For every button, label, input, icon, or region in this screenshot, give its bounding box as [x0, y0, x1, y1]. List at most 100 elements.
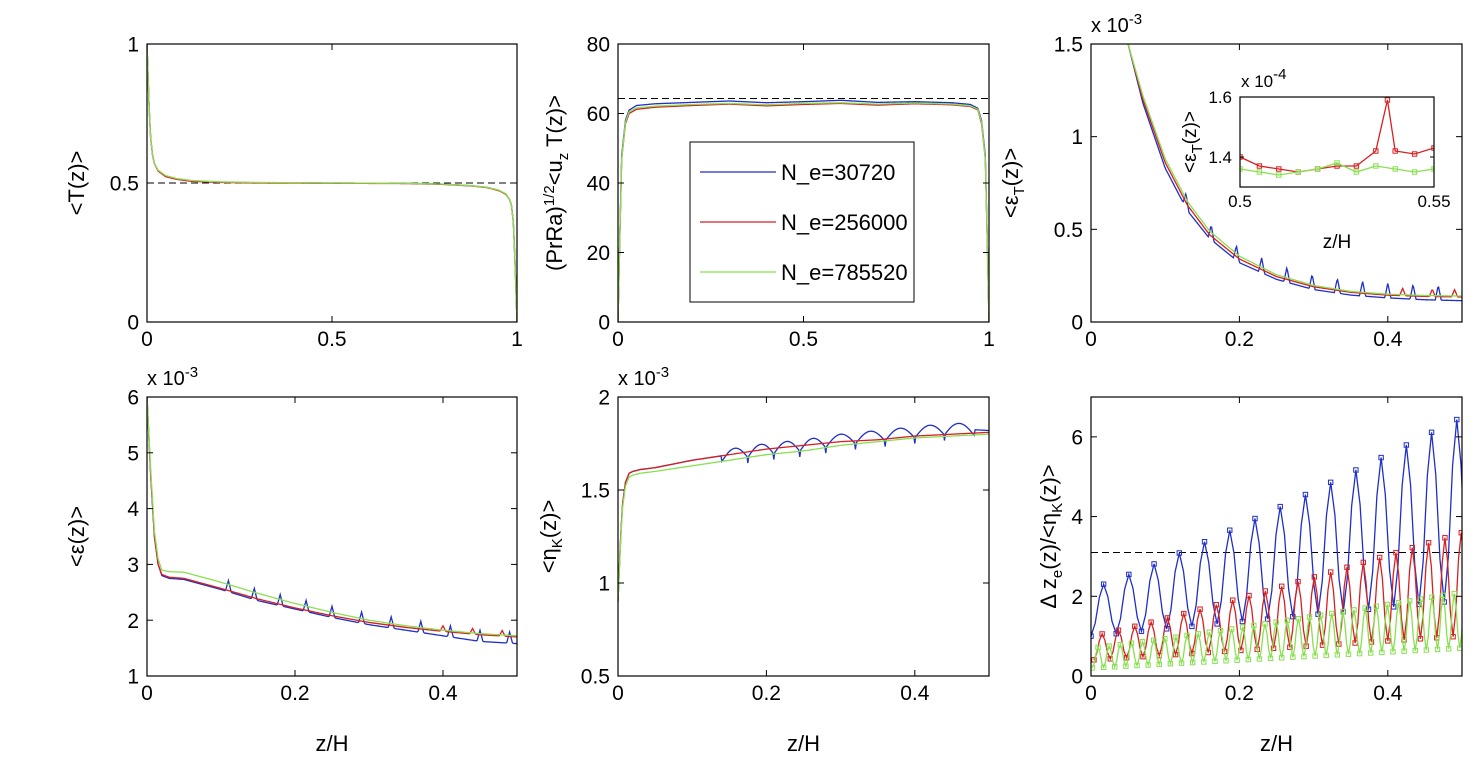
data-point	[1314, 166, 1321, 172]
series-line-1	[1127, 44, 1462, 298]
series-group	[618, 99, 989, 322]
axis-multiplier: x 10-3	[618, 364, 669, 390]
data-point	[1379, 649, 1385, 656]
data-point	[1351, 607, 1357, 613]
data-point	[1345, 651, 1352, 657]
label-part: e	[1049, 570, 1066, 578]
data-point	[1256, 656, 1263, 662]
data-point	[1230, 597, 1236, 603]
data-point	[1467, 634, 1471, 638]
data-point	[1306, 614, 1313, 620]
data-point	[1270, 645, 1277, 651]
label-part: (z)>	[1180, 111, 1201, 144]
series-line-2	[147, 44, 517, 322]
data-point	[1217, 627, 1224, 634]
data-point	[1395, 600, 1402, 606]
data-point	[1228, 626, 1235, 632]
data-point	[1373, 603, 1379, 610]
series-line-2	[1091, 593, 1462, 670]
y-tick-label: 0	[1071, 312, 1083, 335]
axes-frame	[1090, 43, 1463, 323]
data-point	[1368, 650, 1374, 656]
label-part: K	[549, 538, 566, 548]
x-tick-label: 0.5	[317, 328, 346, 351]
data-point	[1252, 515, 1258, 522]
series-group	[1127, 44, 1462, 302]
data-point	[1392, 148, 1398, 154]
x-tick-label: 0	[141, 682, 153, 705]
data-point	[1150, 637, 1157, 643]
data-point	[1234, 657, 1240, 663]
panel-p3: 0 0.2 0.400.511.5x 10-3<εT(z)>	[998, 11, 1463, 351]
data-point	[1463, 590, 1467, 594]
axes-frame	[1239, 96, 1435, 188]
y-tick-label: 5	[127, 442, 139, 465]
data-point	[1213, 602, 1220, 608]
y-tick-label: 1	[1071, 126, 1083, 149]
label-part: <ε	[998, 195, 1023, 218]
data-point	[1317, 612, 1324, 618]
data-point	[1251, 622, 1257, 629]
data-point	[1201, 539, 1208, 545]
label-part: K	[1049, 503, 1066, 513]
data-point	[1276, 172, 1282, 178]
label-part: <η	[536, 548, 561, 573]
label-part: 1/2	[541, 185, 558, 206]
data-point	[1418, 596, 1424, 602]
x-axis-label: z/H	[1260, 731, 1293, 756]
data-point	[1327, 479, 1334, 486]
data-point	[1167, 661, 1174, 667]
data-point	[1429, 594, 1435, 600]
data-point	[1411, 169, 1418, 175]
x-axis-label: z/H	[1323, 232, 1352, 253]
y-tick-label: 0	[1071, 666, 1083, 689]
series-line-0	[1127, 44, 1462, 302]
data-point	[1112, 664, 1118, 670]
data-point	[1373, 148, 1379, 154]
series-group	[1091, 416, 1471, 671]
legend-entry-785520: N_e=785520	[781, 260, 908, 285]
data-point	[1262, 588, 1269, 594]
series-line-0	[1240, 99, 1434, 173]
data-point	[1189, 623, 1195, 630]
label-part: T	[1011, 186, 1028, 195]
y-tick-label: 3	[127, 554, 139, 577]
data-point	[1406, 598, 1413, 604]
legend-entry-30720: N_e=30720	[781, 160, 895, 185]
data-point	[1245, 656, 1252, 663]
data-point	[1184, 632, 1190, 639]
series-line-0	[1091, 419, 1462, 637]
series-line-2	[618, 433, 989, 602]
y-tick-label: 1.5	[1054, 34, 1083, 57]
x-tick-label: 0.2	[1225, 328, 1254, 351]
data-point	[1099, 631, 1105, 637]
panel-p2: 0 0.5 1 0 20 40 60 80 (PrRa)1/2<uz T(z)>	[541, 34, 995, 351]
data-point	[1181, 610, 1187, 617]
panel-p1: 0 0.5 1 0 0.5 1 <T(z)>	[64, 34, 523, 351]
data-point	[1227, 527, 1233, 533]
y-tick-label: 1	[598, 573, 610, 596]
label-part: T(z)>	[542, 95, 567, 153]
data-point	[1106, 643, 1112, 649]
data-point	[1295, 615, 1302, 622]
data-point	[1262, 621, 1268, 627]
data-point	[1151, 561, 1157, 567]
data-point	[1246, 592, 1252, 599]
data-point	[1123, 663, 1129, 669]
y-tick-label: 1	[127, 34, 139, 57]
x-tick-label: 0.55	[1417, 192, 1450, 211]
data-point	[1256, 163, 1263, 169]
label-part: <T(z)>	[64, 151, 89, 216]
label-part: -3	[1129, 11, 1142, 28]
y-tick-label: 80	[587, 34, 610, 57]
label-part: <ε	[1180, 153, 1201, 173]
x-tick-label: 0	[612, 682, 624, 705]
series-line-2	[1127, 44, 1462, 297]
legend-entry-256000: N_e=256000	[781, 210, 908, 235]
data-point	[1384, 97, 1391, 103]
data-point	[1195, 631, 1201, 637]
data-point	[1353, 467, 1359, 473]
series-group	[147, 44, 517, 322]
axis-multiplier: x 10-3	[1091, 11, 1142, 37]
